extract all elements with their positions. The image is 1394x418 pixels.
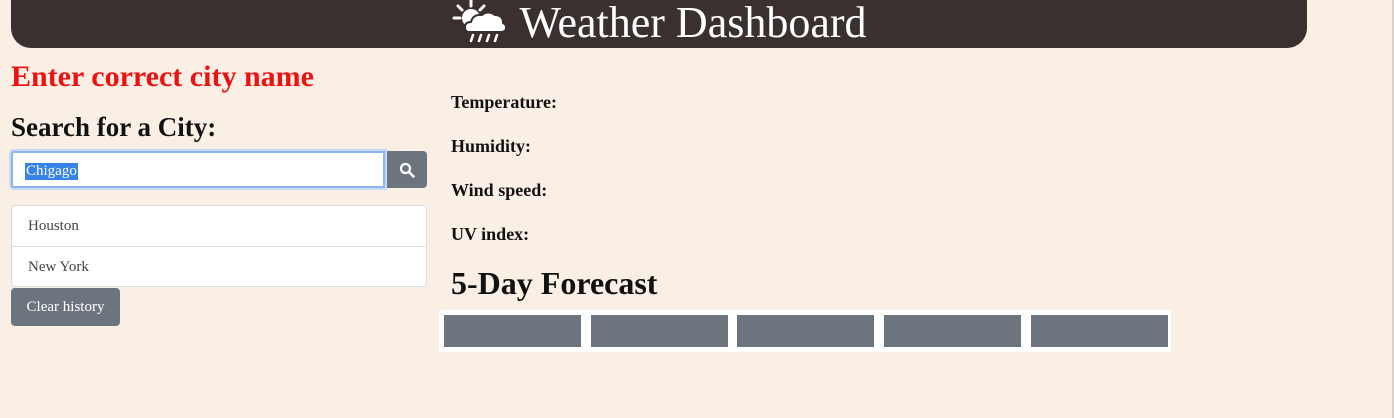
city-search-input[interactable]: Chigago: [11, 151, 385, 188]
history-item-houston[interactable]: Houston: [28, 218, 79, 234]
error-message: Enter correct city name: [11, 60, 314, 93]
forecast-card-day-1: [444, 315, 581, 347]
search-history-list: Houston New York: [11, 205, 427, 287]
temperature-label: Temperature:: [451, 92, 557, 112]
sun-behind-rain-cloud-icon: [452, 0, 508, 43]
page-scrollbar[interactable]: [1392, 0, 1394, 418]
history-item-new-york[interactable]: New York: [12, 246, 426, 286]
city-search-value: Chigago: [25, 163, 78, 180]
forecast-card-day-3: [737, 315, 874, 347]
humidity-label: Humidity:: [451, 136, 532, 156]
search-button[interactable]: [387, 151, 427, 188]
page-title: Weather Dashboard: [519, 0, 867, 47]
app-header: Weather Dashboard: [11, 0, 1307, 48]
clear-history-button[interactable]: Clear history: [11, 288, 120, 326]
search-heading: Search for a City:: [11, 112, 217, 142]
forecast-card-day-4: [884, 315, 1021, 347]
search-icon: [399, 162, 415, 178]
forecast-card-day-2: [591, 315, 728, 347]
uv-index-label: UV index:: [451, 224, 530, 244]
wind-speed-label: Wind speed:: [451, 180, 548, 200]
forecast-card-day-5: [1031, 315, 1168, 347]
forecast-row: [439, 310, 1171, 352]
forecast-heading: 5-Day Forecast: [451, 265, 658, 301]
